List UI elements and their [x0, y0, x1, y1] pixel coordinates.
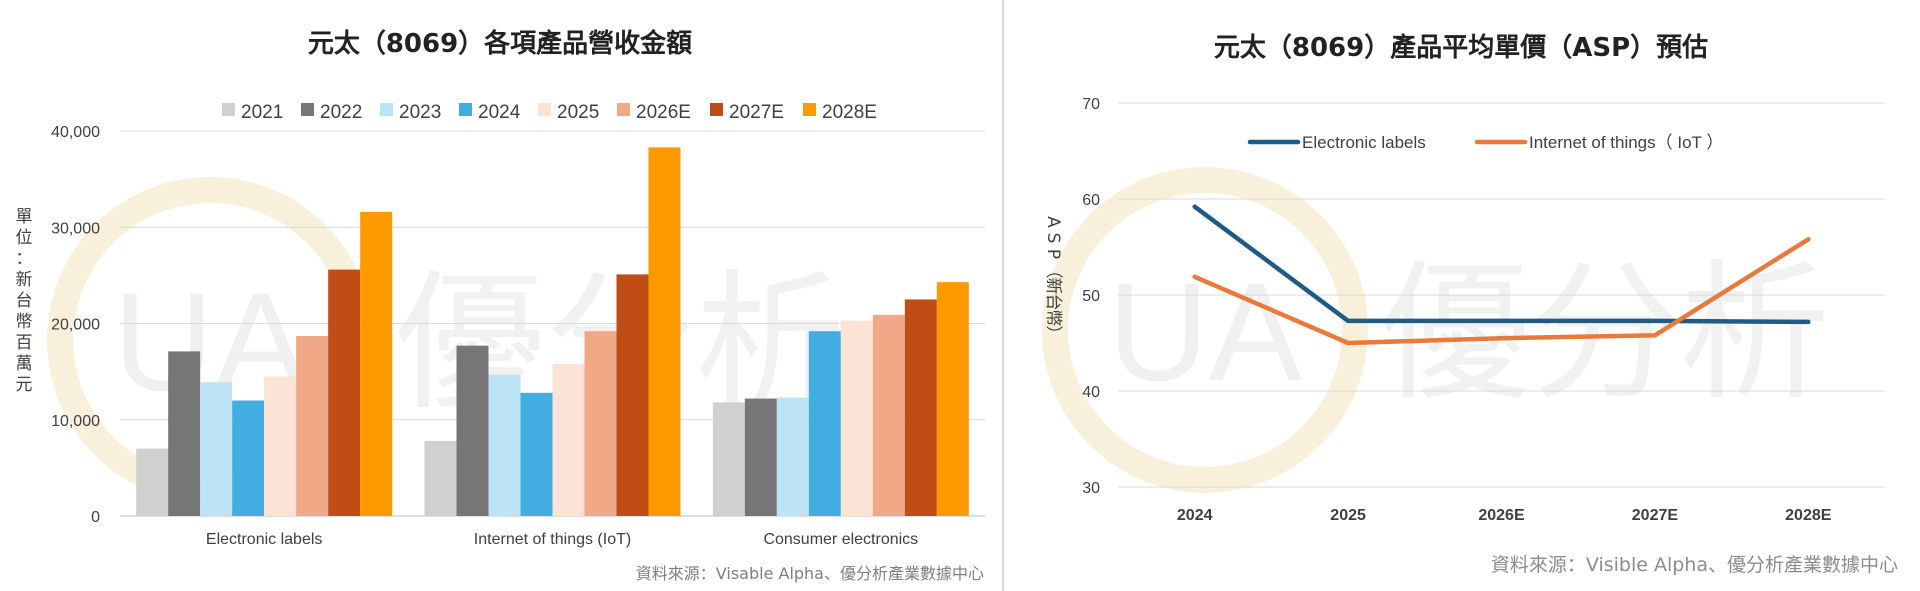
y-axis-label-char: P: [1043, 249, 1063, 259]
y-tick-label: 70: [1082, 96, 1100, 113]
bar-2027E: [328, 269, 361, 516]
x-tick-label: 2028E: [1785, 507, 1832, 524]
bar-2027E: [904, 299, 937, 516]
legend-swatch: [803, 103, 816, 116]
y-axis-label-char: 台: [16, 291, 33, 311]
legend-label: 2023: [399, 102, 441, 123]
right-x-tick-labels: 2024 2025 2026E 2027E 2028E: [1177, 507, 1832, 524]
bar-2024: [520, 392, 553, 516]
legend-swatch: [459, 103, 472, 116]
y-tick-label: 30,000: [51, 220, 100, 237]
bar-2022: [744, 398, 777, 516]
y-axis-label-char: 元: [16, 375, 33, 395]
y-tick-label: 0: [91, 509, 100, 526]
bar-2028E: [936, 282, 969, 516]
series-line-Electronic labels: [1192, 204, 1811, 325]
y-axis-label-char: ：: [16, 249, 33, 269]
y-axis-label-char: 百: [16, 333, 33, 353]
left-chart-title: 元太（8069）各項產品營收金額: [308, 28, 692, 59]
bar-2025: [264, 376, 297, 516]
left-y-tick-labels: 0 10,000 20,000 30,000 40,000: [51, 124, 100, 526]
x-tick-label: 2027E: [1632, 507, 1679, 524]
y-axis-label-char: 位: [16, 228, 33, 248]
legend-swatch: [617, 103, 630, 116]
x-tick-label: Consumer electronics: [763, 531, 918, 548]
x-tick-label: 2024: [1177, 507, 1213, 524]
legend-swatch: [710, 103, 723, 116]
left-bars: [136, 147, 969, 517]
legend-label: 2027E: [729, 102, 784, 123]
bar-2025: [840, 320, 873, 516]
y-axis-label-char: ）: [1043, 326, 1063, 343]
y-axis-label-char: （: [1043, 262, 1063, 279]
x-tick-label: 2026E: [1478, 507, 1525, 524]
y-axis-label-char: 新: [1043, 278, 1063, 295]
bar-2028E: [648, 147, 681, 517]
series-line-Internet of things（ IoT ）: [1192, 237, 1811, 346]
y-axis-label-char: 新: [16, 270, 33, 290]
bar-2023: [200, 382, 233, 516]
legend-swatch: [222, 103, 235, 116]
x-tick-label: 2025: [1330, 507, 1366, 524]
legend-label: Electronic labels: [1302, 133, 1426, 152]
y-tick-label: 20,000: [51, 317, 100, 334]
bar-2024: [808, 331, 841, 516]
right-source-note: 資料來源：Visible Alpha、優分析產業數據中心: [1491, 554, 1898, 576]
y-tick-label: 60: [1082, 192, 1100, 209]
right-series-lines: [1192, 204, 1811, 346]
bar-2026E: [296, 336, 329, 516]
left-legend: 2021 2022 2023 2024 2025 2026E 2027E 2028E: [222, 102, 877, 123]
legend-swatch: [301, 103, 314, 116]
left-x-tick-labels: Electronic labels Internet of things (IoT…: [206, 531, 918, 548]
y-axis-label-char: A: [1043, 216, 1063, 228]
legend-label: Internet of things（ IoT ）: [1529, 133, 1723, 152]
bar-2021: [424, 440, 457, 516]
x-tick-label: Internet of things (IoT): [474, 531, 631, 548]
bar-2023: [776, 397, 809, 516]
watermark-logo-ring: [1042, 167, 1368, 493]
y-axis-label-char: 幣: [16, 312, 33, 332]
y-axis-label-char: S: [1043, 233, 1063, 244]
bar-2021: [712, 402, 745, 516]
legend-label: 2028E: [822, 102, 877, 123]
bar-2022: [168, 351, 201, 516]
watermark-logo-letters: UA: [1108, 253, 1303, 410]
bar-2026E: [872, 314, 905, 516]
y-tick-label: 50: [1082, 288, 1100, 305]
bar-2024: [232, 400, 265, 516]
watermark-text: 優分析: [1380, 247, 1830, 421]
legend-swatch: [538, 103, 551, 116]
legend-label: 2026E: [636, 102, 691, 123]
y-axis-label-char: 台: [1043, 294, 1063, 311]
y-tick-label: 10,000: [51, 413, 100, 430]
y-axis-label-char: 單: [16, 207, 33, 227]
right-chart-title: 元太（8069）產品平均單價（ASP）預估: [1214, 32, 1708, 63]
right-y-axis-label: ASP （新台幣）: [1043, 216, 1063, 342]
y-tick-label: 40: [1082, 384, 1100, 401]
legend-label: 2025: [557, 102, 599, 123]
bar-2023: [488, 374, 521, 516]
right-legend: Electronic labels Internet of things（ IoT…: [1247, 133, 1723, 152]
y-axis-label-char: 幣: [1043, 310, 1063, 327]
bar-2028E: [360, 211, 393, 516]
bar-2022: [456, 345, 489, 516]
bar-2025: [552, 363, 585, 516]
legend-label: 2024: [478, 102, 521, 123]
y-tick-label: 30: [1082, 480, 1100, 497]
bar-2027E: [616, 274, 649, 516]
x-tick-label: Electronic labels: [206, 531, 323, 548]
right-gridlines: [1118, 102, 1885, 488]
legend-label: 2022: [320, 102, 362, 123]
bar-2021: [136, 448, 169, 516]
bar-2026E: [584, 331, 617, 516]
left-source-note: 資料來源：Visable Alpha、優分析產業數據中心: [636, 564, 984, 583]
y-axis-label-char: 萬: [16, 354, 33, 374]
y-tick-label: 40,000: [51, 124, 100, 141]
right-y-tick-labels: 30 40 50 60 70: [1082, 96, 1100, 497]
legend-swatch: [380, 103, 393, 116]
legend-label: 2021: [241, 102, 283, 123]
